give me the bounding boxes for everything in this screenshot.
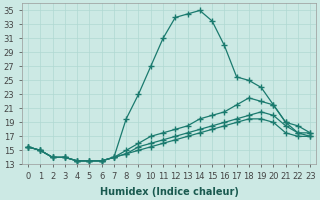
X-axis label: Humidex (Indice chaleur): Humidex (Indice chaleur)	[100, 187, 238, 197]
